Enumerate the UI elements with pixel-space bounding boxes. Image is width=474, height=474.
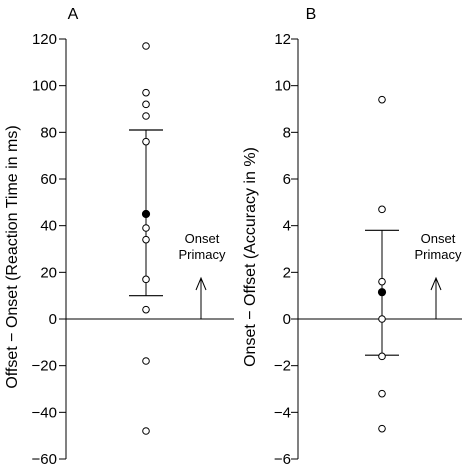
y-tick-label: 2 (283, 264, 291, 281)
y-tick-label: 0 (283, 311, 291, 328)
data-point (142, 100, 150, 109)
data-point (142, 357, 150, 365)
data-point (142, 112, 150, 120)
data-point (378, 95, 386, 104)
y-tick-label: 6 (283, 171, 291, 188)
y-axis-title: Onset − Offset (Accuracy in %) (242, 147, 259, 367)
y-tick-label: 4 (283, 218, 291, 235)
data-point (378, 424, 386, 433)
y-tick-label: 12 (274, 31, 291, 48)
y-tick-label: −40 (32, 404, 57, 421)
y-tick-label: 80 (40, 124, 57, 141)
y-tick-label: −4 (274, 404, 291, 421)
panel-letter: B (306, 6, 317, 23)
y-tick-label: −20 (32, 358, 57, 375)
y-tick-label: −60 (32, 451, 57, 468)
y-tick-label: −2 (274, 358, 291, 375)
data-point (142, 275, 150, 284)
y-tick-label: 8 (283, 124, 291, 141)
y-tick-label: 60 (40, 171, 57, 188)
y-tick-label: 10 (274, 78, 291, 95)
data-point (142, 137, 150, 146)
panel-letter: A (68, 6, 79, 23)
annotation-label: Onset (421, 231, 456, 246)
arrow-head (430, 276, 442, 291)
data-point (142, 42, 150, 50)
y-axis-title: Offset − Onset (Reaction Time in ms) (4, 125, 21, 388)
annotation-label: Primacy (179, 247, 226, 262)
y-tick-label: 0 (49, 311, 57, 328)
data-point (378, 277, 386, 286)
data-point (142, 224, 150, 232)
annotation-label: Onset (185, 231, 220, 246)
data-point (142, 305, 150, 314)
mean-point (141, 209, 151, 219)
y-tick-label: 20 (40, 264, 57, 281)
annotation-label: Primacy (415, 247, 462, 262)
data-point (142, 235, 150, 244)
data-point (378, 389, 386, 398)
data-point (378, 315, 386, 323)
arrow-head (195, 276, 207, 291)
y-tick-label: 120 (32, 31, 57, 48)
data-point (378, 205, 386, 214)
panel-a: A −60 −40 −20 0 20 40 60 80 100 120 Offset − Onset … (4, 6, 234, 468)
data-point (142, 88, 150, 97)
data-point (142, 427, 150, 435)
y-tick-label: 100 (32, 78, 57, 95)
data-point (378, 352, 386, 361)
y-tick-label: −6 (274, 451, 291, 468)
y-tick-label: 40 (40, 218, 57, 235)
panel-b: B −6 −4 −2 0 2 4 6 8 10 12 Onset − Offset (Accuracy… (242, 6, 462, 468)
mean-point (377, 288, 387, 297)
